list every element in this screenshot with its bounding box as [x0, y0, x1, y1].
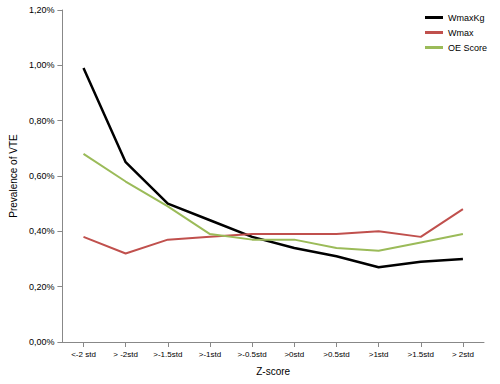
svg-text:> 2std: > 2std [452, 350, 474, 359]
svg-text:1,00%: 1,00% [29, 60, 55, 70]
svg-text:Z-score: Z-score [256, 366, 290, 377]
svg-text:0,60%: 0,60% [29, 171, 55, 181]
svg-text:>0std: >0std [284, 350, 304, 359]
svg-text:>-0.5std: >-0.5std [238, 350, 267, 359]
svg-text:>-1std: >-1std [199, 350, 221, 359]
svg-text:>1.5std: >1.5std [408, 350, 434, 359]
svg-text:0,40%: 0,40% [29, 226, 55, 236]
svg-text:>0.5std: >0.5std [323, 350, 349, 359]
svg-text:OE Score: OE Score [448, 43, 487, 53]
svg-text:Wmax: Wmax [448, 28, 474, 38]
svg-text:<-2 std: <-2 std [71, 350, 96, 359]
svg-text:1,20%: 1,20% [29, 5, 55, 15]
svg-text:>-1.5std: >-1.5std [153, 350, 182, 359]
svg-text:>1std: >1std [369, 350, 389, 359]
svg-text:WmaxKg: WmaxKg [448, 13, 485, 23]
svg-text:0,00%: 0,00% [29, 337, 55, 347]
svg-text:Prevalence of VTE: Prevalence of VTE [8, 134, 19, 218]
svg-text:> -2std: > -2std [113, 350, 138, 359]
svg-text:0,20%: 0,20% [29, 282, 55, 292]
svg-text:0,80%: 0,80% [29, 116, 55, 126]
